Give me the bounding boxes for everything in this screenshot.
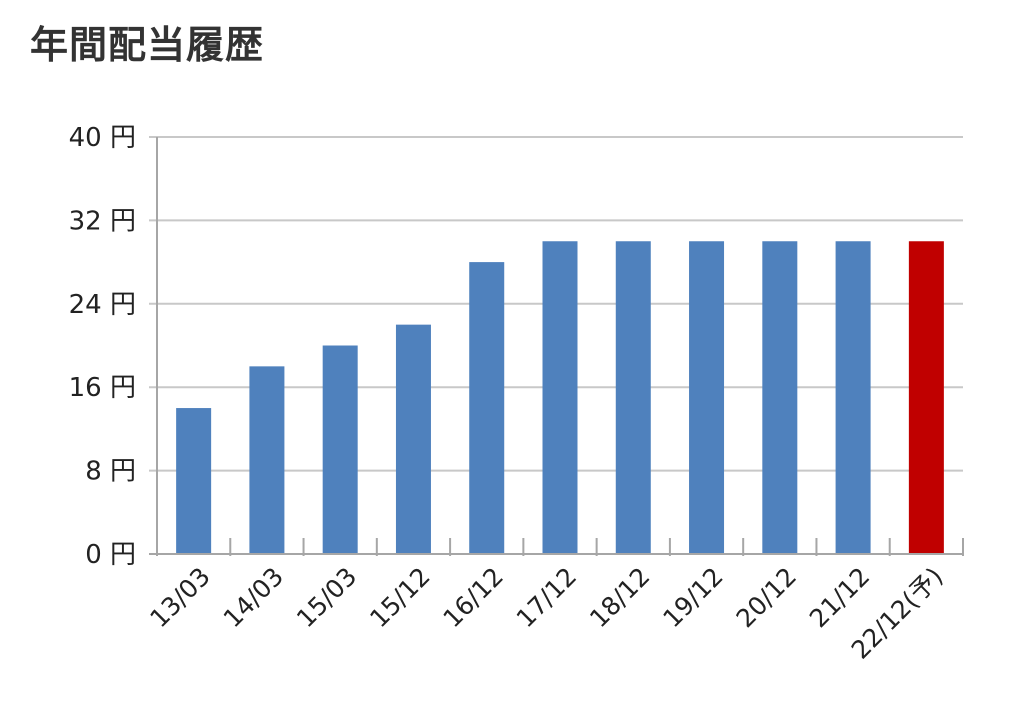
bar [395,324,431,554]
y-tick-label: 24 円 [69,290,136,320]
bars [176,241,944,554]
x-tick-label: 18/12 [584,562,655,633]
bar-forecast [908,241,944,554]
x-tick-label: 15/03 [291,562,362,633]
bar [249,366,285,554]
y-tick-label: 0 円 [85,540,136,570]
bar [689,241,725,554]
x-tick-label: 16/12 [438,562,509,633]
axes [149,137,964,556]
bar [835,241,871,554]
x-tick-label: 21/12 [804,562,875,633]
x-tick-label: 15/12 [364,562,435,633]
bar [615,241,651,554]
y-tick-label: 40 円 [69,123,136,153]
y-tick-label: 32 円 [69,206,136,236]
y-axis-tick-labels: 0 円 8 円 16 円 24 円 32 円 40 円 [69,123,136,570]
x-tick-label: 14/03 [218,562,289,633]
chart-title: 年間配当履歴 [30,23,265,67]
x-tick-label: 17/12 [511,562,582,633]
bar [469,262,505,554]
y-tick-label: 16 円 [69,373,136,403]
y-tick-label: 8 円 [85,457,136,487]
bar [176,408,212,554]
x-axis-tick-labels: 13/03 14/03 15/03 15/12 16/12 17/12 18/12 19/12… [144,562,948,665]
x-tick-label: 13/03 [144,562,215,633]
x-tick-label: 20/12 [731,562,802,633]
x-tick-label: 19/12 [657,562,728,633]
bar [322,345,358,554]
bar [762,241,798,554]
bar [542,241,578,554]
